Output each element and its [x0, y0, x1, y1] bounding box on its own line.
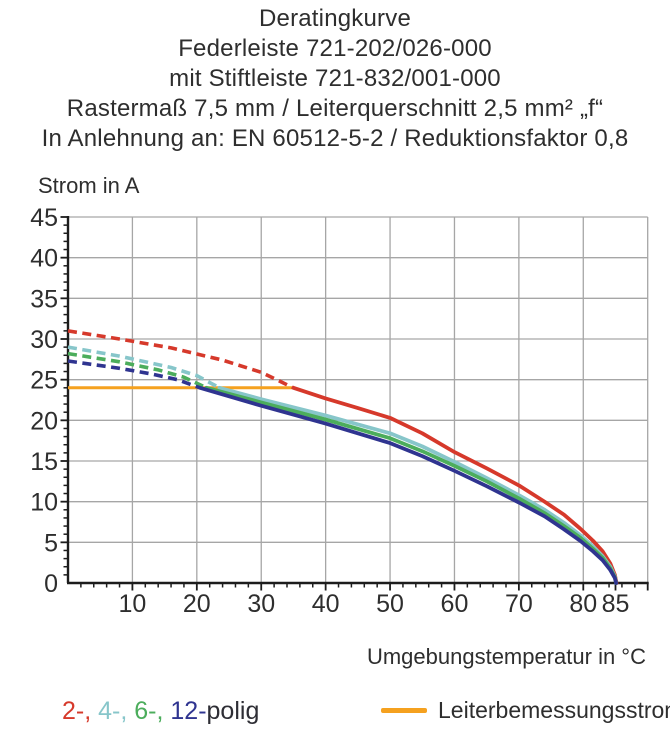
curve-12-polig-dashed	[67, 359, 201, 390]
y-tick-label: 15	[30, 448, 58, 476]
curve-4-polig-dashed	[67, 345, 221, 390]
x-tick-label: 85	[602, 590, 630, 618]
y-tick-label: 30	[30, 326, 58, 354]
rated-line-label: Leiterbemessungsstrom	[438, 697, 670, 723]
x-tick-label: 60	[441, 590, 469, 618]
rated-line-swatch-icon	[381, 708, 427, 713]
curve-2-polig	[291, 385, 619, 585]
legend-poles-part: 12-	[163, 697, 207, 725]
title-line-4: Rastermaß 7,5 mm / Leiterquerschnitt 2,5…	[66, 95, 604, 122]
title-line-2: Federleiste 721-202/026-000	[178, 35, 492, 62]
curve-4-polig	[217, 385, 618, 585]
x-tick-label: 70	[505, 590, 533, 618]
x-tick-label: 30	[247, 590, 275, 618]
y-tick-label: 45	[30, 204, 58, 232]
x-tick-label: 20	[183, 590, 211, 618]
y-tick-label: 10	[30, 489, 58, 517]
y-axis-label: Strom in A	[38, 173, 140, 198]
curve-2-polig-dashed	[67, 329, 295, 390]
legend-poles-part: 6-,	[127, 697, 164, 725]
x-tick-label: 50	[376, 590, 404, 618]
y-tick-label: 25	[30, 367, 58, 395]
legend-poles-part: polig	[206, 697, 260, 725]
y-tick-label: 20	[30, 407, 58, 435]
y-tick-label: 0	[44, 570, 58, 598]
legend-poles-part: 2-,	[62, 697, 92, 725]
legend-poles-part: 4-,	[91, 697, 128, 725]
chart-title-block: Deratingkurve Federleiste 721-202/026-00…	[0, 4, 670, 154]
x-axis-label: Umgebungstemperatur in °C	[366, 644, 646, 669]
curve-6-polig	[204, 385, 618, 585]
y-tick-label: 35	[30, 285, 58, 313]
title-line-1: Deratingkurve	[258, 5, 411, 32]
curve-12-polig	[198, 385, 618, 585]
x-tick-label: 80	[569, 590, 597, 618]
y-tick-label: 40	[30, 245, 58, 273]
x-tick-label: 40	[312, 590, 340, 618]
title-line-3: mit Stiftleiste 721-832/001-000	[169, 65, 501, 92]
legend-poles: 2-, 4-, 6-, 12-polig	[62, 697, 259, 726]
x-tick-label: 10	[119, 590, 147, 618]
y-tick-label: 5	[44, 529, 58, 557]
curve-6-polig-dashed	[67, 351, 208, 390]
title-line-5: In Anlehnung an: EN 60512-5-2 / Reduktio…	[41, 125, 629, 152]
legend-rated: Leiterbemessungsstrom	[381, 697, 670, 724]
